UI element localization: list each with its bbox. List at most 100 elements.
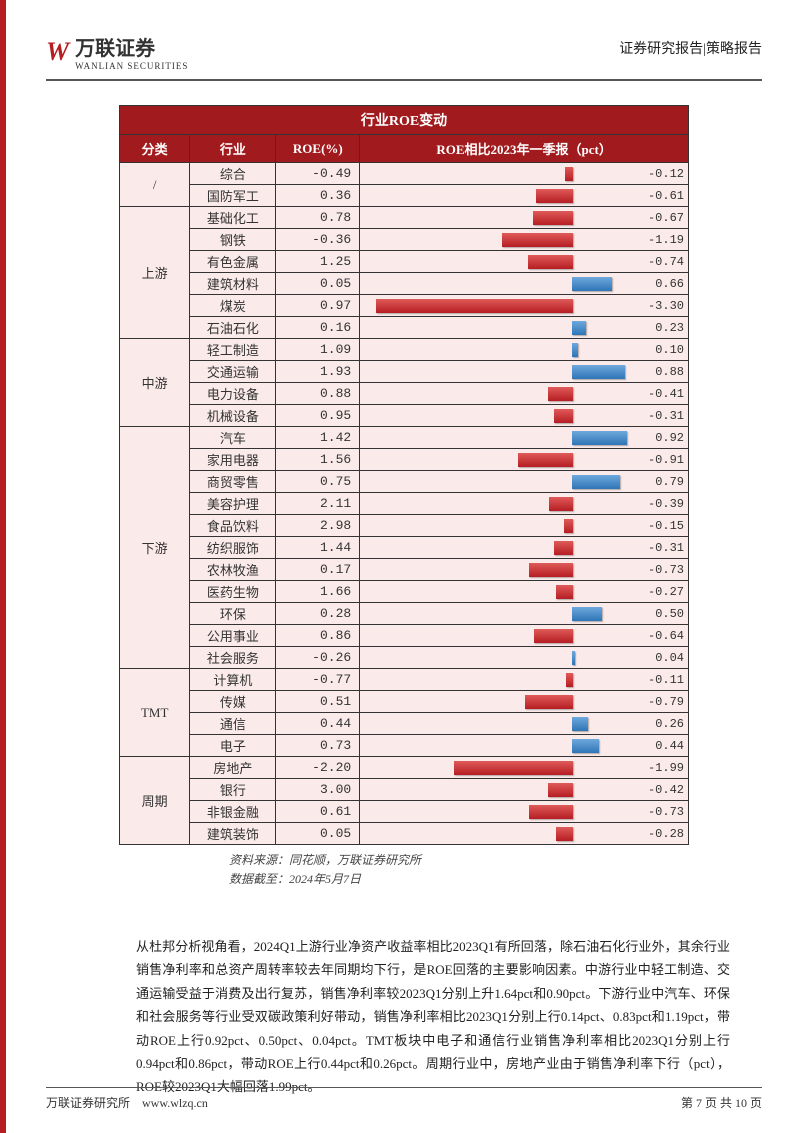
change-cell: -0.61	[360, 185, 689, 207]
change-cell: 0.79	[360, 471, 689, 493]
roe-cell: 1.09	[276, 339, 360, 361]
bar-positive	[572, 343, 578, 357]
table-row: 银行3.00-0.42	[120, 779, 689, 801]
industry-cell: 公用事业	[190, 625, 276, 647]
page-header: W 万联证券 WANLIAN SECURITIES 证券研究报告|策略报告	[46, 32, 762, 81]
change-value: -0.74	[636, 255, 688, 269]
table-row: 煤炭0.97-3.30	[120, 295, 689, 317]
table-row: /综合-0.49-0.12	[120, 163, 689, 185]
category-cell: 中游	[120, 339, 190, 427]
roe-cell: 0.75	[276, 471, 360, 493]
change-cell: -0.41	[360, 383, 689, 405]
table-row: 石油石化0.160.23	[120, 317, 689, 339]
bar-negative	[536, 189, 572, 203]
industry-cell: 轻工制造	[190, 339, 276, 361]
logo: W 万联证券 WANLIAN SECURITIES	[46, 32, 188, 71]
industry-cell: 石油石化	[190, 317, 276, 339]
industry-cell: 家用电器	[190, 449, 276, 471]
roe-cell: 1.66	[276, 581, 360, 603]
industry-cell: 国防军工	[190, 185, 276, 207]
source-line1: 资料来源：同花顺，万联证券研究所	[119, 851, 689, 868]
table-row: 家用电器1.56-0.91	[120, 449, 689, 471]
bar-negative	[502, 233, 573, 247]
category-cell: 下游	[120, 427, 190, 669]
change-cell: -0.73	[360, 801, 689, 823]
change-cell: -0.67	[360, 207, 689, 229]
roe-cell: 1.56	[276, 449, 360, 471]
change-value: -0.27	[636, 585, 688, 599]
bar-positive	[572, 431, 627, 445]
bar-negative	[534, 629, 572, 643]
change-cell: -0.31	[360, 405, 689, 427]
bar-negative	[548, 387, 572, 401]
industry-cell: 综合	[190, 163, 276, 185]
roe-cell: 0.61	[276, 801, 360, 823]
bar-negative	[554, 541, 572, 555]
change-value: 0.50	[636, 607, 688, 621]
col-category: 分类	[120, 135, 190, 163]
change-value: 0.23	[636, 321, 688, 335]
change-value: 0.92	[636, 431, 688, 445]
industry-cell: 食品饮料	[190, 515, 276, 537]
industry-cell: 环保	[190, 603, 276, 625]
roe-cell: 0.05	[276, 823, 360, 845]
table-row: 电力设备0.88-0.41	[120, 383, 689, 405]
industry-cell: 电力设备	[190, 383, 276, 405]
col-change: ROE相比2023年一季报（pct）	[360, 135, 689, 163]
change-cell: -0.27	[360, 581, 689, 603]
change-value: -1.99	[636, 761, 688, 775]
change-cell: -0.28	[360, 823, 689, 845]
footer-org: 万联证券研究所	[46, 1096, 130, 1110]
change-value: -3.30	[636, 299, 688, 313]
roe-cell: 0.05	[276, 273, 360, 295]
change-cell: -0.31	[360, 537, 689, 559]
industry-cell: 社会服务	[190, 647, 276, 669]
bar-positive	[572, 717, 587, 731]
bar-negative	[518, 453, 572, 467]
roe-cell: 2.11	[276, 493, 360, 515]
industry-cell: 传媒	[190, 691, 276, 713]
roe-cell: 0.28	[276, 603, 360, 625]
roe-cell: -0.77	[276, 669, 360, 691]
col-industry: 行业	[190, 135, 276, 163]
bar-negative	[556, 827, 573, 841]
source-line2: 数据截至：2024年5月7日	[119, 870, 689, 887]
change-value: 0.26	[636, 717, 688, 731]
bar-negative	[533, 211, 573, 225]
roe-cell: -2.20	[276, 757, 360, 779]
roe-cell: 1.42	[276, 427, 360, 449]
body-paragraph: 从杜邦分析视角看，2024Q1上游行业净资产收益率相比2023Q1有所回落，除石…	[136, 935, 730, 1099]
roe-cell: 0.51	[276, 691, 360, 713]
change-value: -0.79	[636, 695, 688, 709]
industry-cell: 机械设备	[190, 405, 276, 427]
roe-cell: 0.86	[276, 625, 360, 647]
industry-cell: 计算机	[190, 669, 276, 691]
table-row: 食品饮料2.98-0.15	[120, 515, 689, 537]
change-value: 0.44	[636, 739, 688, 753]
change-value: -0.31	[636, 409, 688, 423]
bar-negative	[548, 783, 573, 797]
bar-negative	[565, 167, 572, 181]
roe-cell: -0.26	[276, 647, 360, 669]
table-row: 商贸零售0.750.79	[120, 471, 689, 493]
bar-positive	[572, 651, 574, 665]
roe-cell: 0.95	[276, 405, 360, 427]
table-row: 公用事业0.86-0.64	[120, 625, 689, 647]
table-row: 中游轻工制造1.090.10	[120, 339, 689, 361]
industry-cell: 建筑材料	[190, 273, 276, 295]
change-value: 0.66	[636, 277, 688, 291]
bar-positive	[572, 277, 611, 291]
roe-cell: 0.73	[276, 735, 360, 757]
industry-cell: 煤炭	[190, 295, 276, 317]
roe-cell: 0.44	[276, 713, 360, 735]
industry-cell: 商贸零售	[190, 471, 276, 493]
table-row: 纺织服饰1.44-0.31	[120, 537, 689, 559]
roe-cell: 0.88	[276, 383, 360, 405]
bar-positive	[572, 365, 624, 379]
table-row: 传媒0.51 -0.79	[120, 691, 689, 713]
roe-cell: 1.44	[276, 537, 360, 559]
change-value: -0.73	[636, 805, 688, 819]
bar-negative	[549, 497, 572, 511]
change-value: -0.61	[636, 189, 688, 203]
industry-cell: 基础化工	[190, 207, 276, 229]
